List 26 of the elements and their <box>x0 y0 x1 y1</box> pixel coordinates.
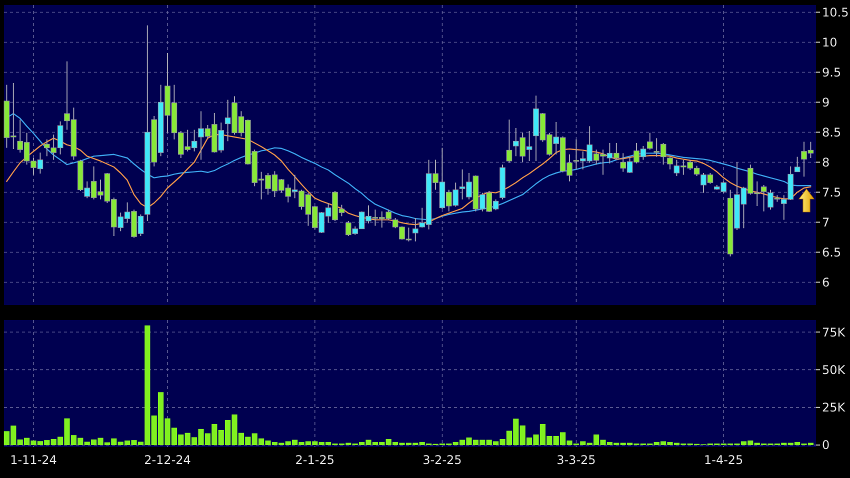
candlestick <box>412 218 418 242</box>
y-tick-label: 7 <box>822 215 830 230</box>
y-tick-label: 9.5 <box>822 65 842 80</box>
y-tick-label: 8.5 <box>822 125 842 140</box>
candlestick <box>647 132 653 150</box>
x-tick-label: 3-3-25 <box>556 453 596 467</box>
y-tick-label: 10.5 <box>822 5 849 20</box>
y-tick-label: 75K <box>822 325 846 340</box>
candlestick <box>760 184 767 212</box>
x-tick-label: 3-2-25 <box>422 453 462 467</box>
y-tick-label: 50K <box>822 362 846 377</box>
y-tick-label: 9 <box>822 95 830 110</box>
y-tick-label: 25K <box>822 400 846 415</box>
y-tick-label: 7.5 <box>822 185 842 200</box>
y-tick-label: 10 <box>822 35 838 50</box>
candlestick <box>506 119 512 164</box>
x-tick-label: 1-4-25 <box>704 453 744 467</box>
y-tick-label: 0 <box>822 438 830 452</box>
x-tick-label: 2-1-25 <box>295 453 334 467</box>
y-tick-label: 8 <box>822 155 830 170</box>
candlestick <box>667 156 673 170</box>
x-tick-label: 2-12-24 <box>144 453 191 467</box>
y-tick-label: 6 <box>822 275 830 290</box>
candlestick <box>794 156 800 172</box>
x-tick-label: 1-11-24 <box>10 453 57 467</box>
y-tick-label: 6.5 <box>822 245 842 260</box>
